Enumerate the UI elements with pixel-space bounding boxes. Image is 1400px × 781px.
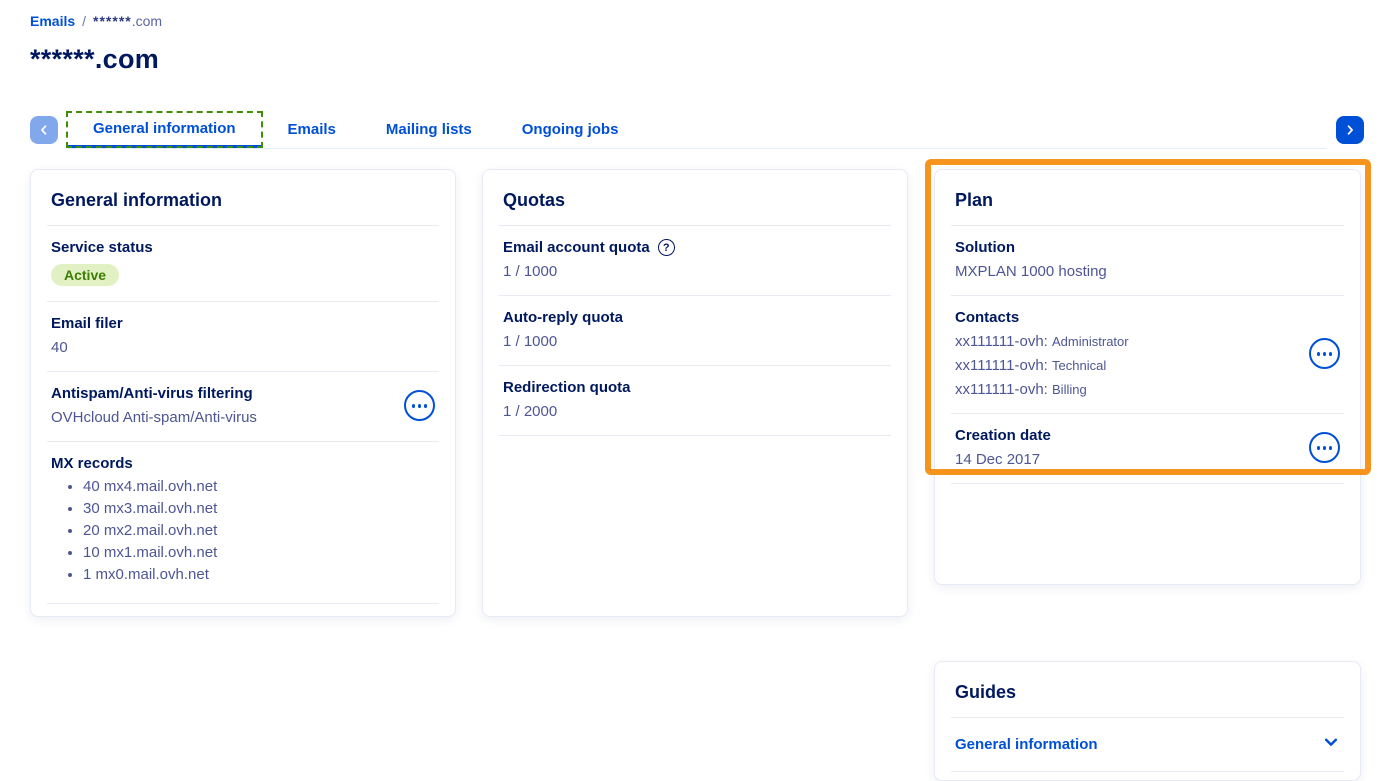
mx-records-row: MX records 40 mx4.mail.ovh.net 30 mx3.ma…	[47, 442, 439, 604]
field-label: Service status	[51, 239, 153, 256]
email-account-quota-row: Email account quota ? 1 / 1000	[499, 226, 891, 296]
field-label: Email account quota ?	[503, 239, 887, 256]
antispam-actions-button[interactable]	[404, 390, 435, 421]
general-information-card: General information Service status Activ…	[30, 169, 456, 617]
page-title-suffix: .com	[94, 44, 160, 74]
card-title: General information	[47, 180, 439, 226]
breadcrumb-current: ******.com	[93, 13, 162, 29]
email-filer-row: Email filer 40	[47, 302, 439, 372]
field-label: Redirection quota	[503, 379, 631, 396]
breadcrumb-separator: /	[82, 13, 87, 29]
contact-line: xx111111-ovh: Billing	[955, 381, 1087, 398]
chevron-left-icon	[37, 123, 51, 137]
ellipsis-icon	[1317, 445, 1321, 450]
tab-list: General information Emails Mailing lists…	[66, 111, 1326, 149]
contact-line: xx111111-ovh: Technical	[955, 357, 1107, 374]
creation-date-row: Creation date 14 Dec 2017	[951, 414, 1344, 484]
field-label: Auto-reply quota	[503, 309, 623, 326]
auto-reply-quota-row: Auto-reply quota 1 / 1000	[499, 296, 891, 366]
breadcrumb-current-suffix: .com	[131, 13, 163, 29]
field-label: MX records	[51, 455, 133, 472]
page-title: ******.com	[30, 44, 1364, 75]
help-icon[interactable]: ?	[657, 239, 675, 256]
tab-mailing-lists[interactable]: Mailing lists	[361, 111, 497, 148]
field-value: 14 Dec 2017	[955, 451, 1041, 468]
creation-date-text: Creation date 14 Dec 2017	[955, 427, 1051, 468]
contacts-row: Contacts xx111111-ovh: Administrator xx1…	[951, 296, 1344, 414]
mx-record-item: 40 mx4.mail.ovh.net	[83, 478, 435, 495]
page-title-masked: ******	[30, 44, 95, 74]
breadcrumb-link-emails[interactable]: Emails	[30, 13, 76, 29]
field-value: 1 / 2000	[503, 403, 558, 420]
guides-card: Guides General information	[934, 661, 1361, 781]
creation-date-actions-button[interactable]	[1309, 432, 1340, 463]
breadcrumb-current-masked: ******	[93, 13, 132, 29]
card-title: Guides	[951, 672, 1344, 718]
plan-card: Plan Solution MXPLAN 1000 hosting Contac…	[934, 169, 1361, 585]
card-title: Plan	[951, 180, 1344, 226]
cards-grid: General information Service status Activ…	[30, 159, 1371, 781]
mx-records-list: 40 mx4.mail.ovh.net 30 mx3.mail.ovh.net …	[51, 478, 435, 583]
tabs-scroll-left-button[interactable]	[30, 116, 58, 144]
field-label: Contacts	[955, 309, 1020, 326]
contacts-text: Contacts xx111111-ovh: Administrator xx1…	[955, 309, 1129, 398]
mx-record-item: 30 mx3.mail.ovh.net	[83, 500, 435, 517]
field-label: Creation date	[955, 427, 1051, 444]
redirection-quota-row: Redirection quota 1 / 2000	[499, 366, 891, 436]
tab-general-information[interactable]: General information	[66, 111, 263, 148]
card-title: Quotas	[499, 180, 891, 226]
field-value: OVHcloud Anti-spam/Anti-virus	[51, 409, 257, 426]
tab-ongoing-jobs[interactable]: Ongoing jobs	[497, 111, 644, 148]
field-label: Antispam/Anti-virus filtering	[51, 385, 253, 402]
mx-record-item: 10 mx1.mail.ovh.net	[83, 544, 435, 561]
tab-bar: General information Emails Mailing lists…	[30, 111, 1364, 149]
mx-record-item: 1 mx0.mail.ovh.net	[83, 566, 435, 583]
antispam-text: Antispam/Anti-virus filtering OVHcloud A…	[51, 385, 257, 426]
service-status-row: Service status Active	[47, 226, 439, 302]
field-value: 40	[51, 339, 68, 356]
guide-general-information-row[interactable]: General information	[951, 718, 1344, 772]
contact-line: xx111111-ovh: Administrator	[955, 333, 1129, 350]
ellipsis-icon	[412, 403, 416, 408]
antispam-row: Antispam/Anti-virus filtering OVHcloud A…	[47, 372, 439, 442]
field-label: Email filer	[51, 315, 123, 332]
mx-record-item: 20 mx2.mail.ovh.net	[83, 522, 435, 539]
contacts-actions-button[interactable]	[1309, 338, 1340, 369]
status-badge: Active	[51, 264, 120, 286]
breadcrumb: Emails / ******.com	[30, 13, 1364, 29]
field-value: MXPLAN 1000 hosting	[955, 263, 1107, 280]
field-value: 1 / 1000	[503, 333, 558, 350]
tabs-scroll-right-button[interactable]	[1336, 116, 1364, 144]
ellipsis-icon	[1317, 351, 1321, 356]
quotas-card: Quotas Email account quota ? 1 / 1000 Au…	[482, 169, 908, 617]
chevron-right-icon	[1343, 123, 1357, 137]
solution-row: Solution MXPLAN 1000 hosting	[951, 226, 1344, 296]
field-label: Solution	[955, 239, 1015, 256]
tab-emails[interactable]: Emails	[263, 111, 361, 148]
field-value: 1 / 1000	[503, 263, 558, 280]
plan-card-wrapper: Plan Solution MXPLAN 1000 hosting Contac…	[925, 159, 1371, 617]
